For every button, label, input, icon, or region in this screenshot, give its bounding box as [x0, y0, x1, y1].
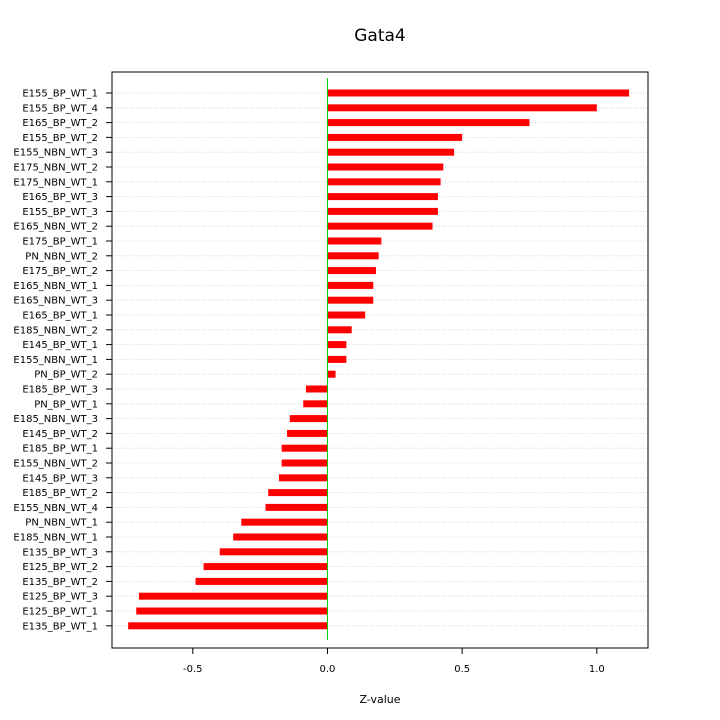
category-label: E145_BP_WT_2 — [22, 429, 98, 440]
bar-e155-nbn-wt-3 — [327, 148, 455, 156]
bar-e155-nbn-wt-1 — [327, 355, 347, 363]
bar-e125-bp-wt-1 — [136, 607, 328, 615]
category-label: E175_BP_WT_1 — [22, 237, 98, 248]
bar-e155-nbn-wt-2 — [281, 459, 328, 467]
category-label: E165_BP_WT_2 — [22, 118, 98, 129]
bar-e175-bp-wt-2 — [327, 267, 376, 275]
bar-e185-nbn-wt-3 — [289, 415, 328, 423]
category-label: E185_BP_WT_3 — [22, 385, 98, 396]
category-label: E165_NBN_WT_1 — [13, 281, 98, 292]
bar-e185-bp-wt-1 — [281, 444, 328, 452]
category-label: E175_BP_WT_2 — [22, 266, 98, 277]
category-label: E185_BP_WT_1 — [22, 444, 98, 455]
category-label: E145_BP_WT_1 — [22, 340, 98, 351]
category-label: E165_BP_WT_3 — [22, 192, 98, 203]
bar-e165-bp-wt-3 — [327, 193, 438, 201]
category-labels: E155_BP_WT_1 E155_BP_WT_4 E165_BP_WT_2 E155… — [13, 89, 112, 632]
category-label: E155_BP_WT_4 — [22, 103, 98, 114]
bar-e165-bp-wt-2 — [327, 119, 530, 127]
bar-e135-bp-wt-2 — [195, 577, 328, 585]
category-label: E165_BP_WT_1 — [22, 311, 98, 322]
bar-e165-nbn-wt-3 — [327, 296, 374, 304]
bar-e185-nbn-wt-2 — [327, 326, 352, 334]
category-label: E155_BP_WT_1 — [22, 89, 98, 100]
bar-e125-bp-wt-2 — [203, 563, 328, 571]
plot-frame — [111, 71, 649, 649]
x-axis: -0.5 0.0 0.5 1.0 — [183, 648, 605, 675]
bar-e175-nbn-wt-1 — [327, 178, 441, 186]
category-label: E155_NBN_WT_1 — [13, 355, 98, 366]
category-label: E175_NBN_WT_2 — [13, 163, 98, 174]
bar-e165-bp-wt-1 — [327, 311, 366, 319]
bar-e165-nbn-wt-1 — [327, 281, 374, 289]
bar-e155-bp-wt-1 — [327, 89, 630, 97]
category-label: E155_NBN_WT_2 — [13, 459, 98, 470]
bar-e145-bp-wt-2 — [287, 429, 328, 437]
category-label: E125_BP_WT_3 — [22, 592, 98, 603]
category-label: E135_BP_WT_1 — [22, 621, 98, 632]
category-label: PN_NBN_WT_1 — [25, 518, 98, 529]
bar-pn-nbn-wt-2 — [327, 252, 379, 260]
bar-e135-bp-wt-1 — [128, 622, 328, 630]
bar-e125-bp-wt-3 — [138, 592, 328, 600]
category-label: E135_BP_WT_3 — [22, 547, 98, 558]
bar-e185-bp-wt-2 — [268, 489, 328, 497]
category-label: E165_NBN_WT_3 — [13, 296, 98, 307]
category-label: E155_NBN_WT_3 — [13, 148, 98, 159]
category-label: E175_NBN_WT_1 — [13, 177, 98, 188]
bar-e185-nbn-wt-1 — [233, 533, 328, 541]
x-tick-label: 0.5 — [454, 664, 470, 675]
bar-pn-bp-wt-1 — [303, 400, 328, 408]
x-tick-label: 0.0 — [320, 664, 336, 675]
grid-lines — [112, 92, 648, 627]
category-label: E155_BP_WT_2 — [22, 133, 98, 144]
bar-e155-nbn-wt-4 — [265, 503, 328, 511]
chart-title: Gata4 — [354, 26, 406, 46]
bar-e155-bp-wt-4 — [327, 104, 597, 112]
category-label: E185_BP_WT_2 — [22, 488, 98, 499]
bar-e155-bp-wt-2 — [327, 133, 463, 141]
bar-e145-bp-wt-1 — [327, 341, 347, 349]
category-label: PN_BP_WT_2 — [34, 370, 98, 381]
category-label: E165_NBN_WT_2 — [13, 222, 98, 233]
category-label: E185_NBN_WT_2 — [13, 325, 98, 336]
category-label: PN_BP_WT_1 — [34, 399, 98, 410]
x-tick-label: 1.0 — [589, 664, 605, 675]
bar-pn-bp-wt-2 — [327, 370, 336, 378]
bar-e175-bp-wt-1 — [327, 237, 382, 245]
category-label: PN_NBN_WT_2 — [25, 251, 98, 262]
bar-e175-nbn-wt-2 — [327, 163, 444, 171]
category-label: E155_BP_WT_3 — [22, 207, 98, 218]
category-label: E125_BP_WT_2 — [22, 562, 98, 573]
bars — [128, 89, 630, 630]
bar-pn-nbn-wt-1 — [241, 518, 328, 526]
x-tick-label: -0.5 — [183, 664, 203, 675]
category-label: E125_BP_WT_1 — [22, 607, 98, 618]
category-label: E185_NBN_WT_3 — [13, 414, 98, 425]
category-label: E135_BP_WT_2 — [22, 577, 98, 588]
bar-e145-bp-wt-3 — [278, 474, 328, 482]
bar-e165-nbn-wt-2 — [327, 222, 433, 230]
bar-e135-bp-wt-3 — [219, 548, 328, 556]
bar-e155-bp-wt-3 — [327, 207, 438, 215]
category-label: E155_NBN_WT_4 — [13, 503, 98, 514]
bar-e185-bp-wt-3 — [305, 385, 328, 393]
category-label: E145_BP_WT_3 — [22, 473, 98, 484]
category-label: E185_NBN_WT_1 — [13, 533, 98, 544]
x-axis-label: Z-value — [359, 693, 400, 706]
